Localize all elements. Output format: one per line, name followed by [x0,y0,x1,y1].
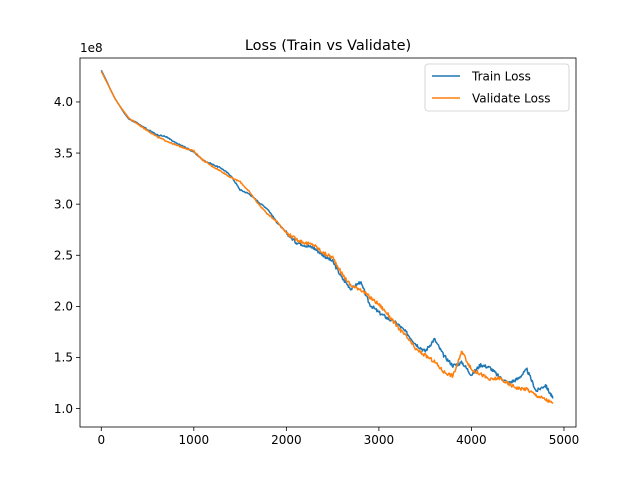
y-tick-label: 2.0 [54,300,73,314]
legend: Train Loss Validate Loss [424,63,570,112]
y-axis-scale-multiplier: 1e8 [80,41,103,55]
y-tick-label: 1.5 [54,351,73,365]
series-layer [100,69,554,404]
y-tick-label: 3.0 [54,197,73,211]
x-tick-label: 2000 [271,433,302,447]
y-tick-label: 1.0 [54,402,73,416]
series-line-1 [100,70,554,404]
x-tick-label: 1000 [179,433,210,447]
legend-label-1: Validate Loss [472,91,551,105]
axes-layer: 0 1000 2000 3000 4000 5000 1.0 1.5 2.0 2.5 3.0 3.5 4… [54,57,580,447]
x-tick-label: 4000 [456,433,487,447]
axes-frame [79,57,577,428]
y-tick-label: 3.5 [54,146,73,160]
legend-box [424,63,570,112]
y-tick-label: 4.0 [54,95,73,109]
x-tick-label: 0 [97,433,105,447]
chart-title: Loss (Train vs Validate) [245,38,411,54]
x-tick-label: 3000 [364,433,395,447]
x-tick-label: 5000 [549,433,580,447]
legend-label-0: Train Loss [471,69,531,83]
y-tick-label: 2.5 [54,248,73,262]
